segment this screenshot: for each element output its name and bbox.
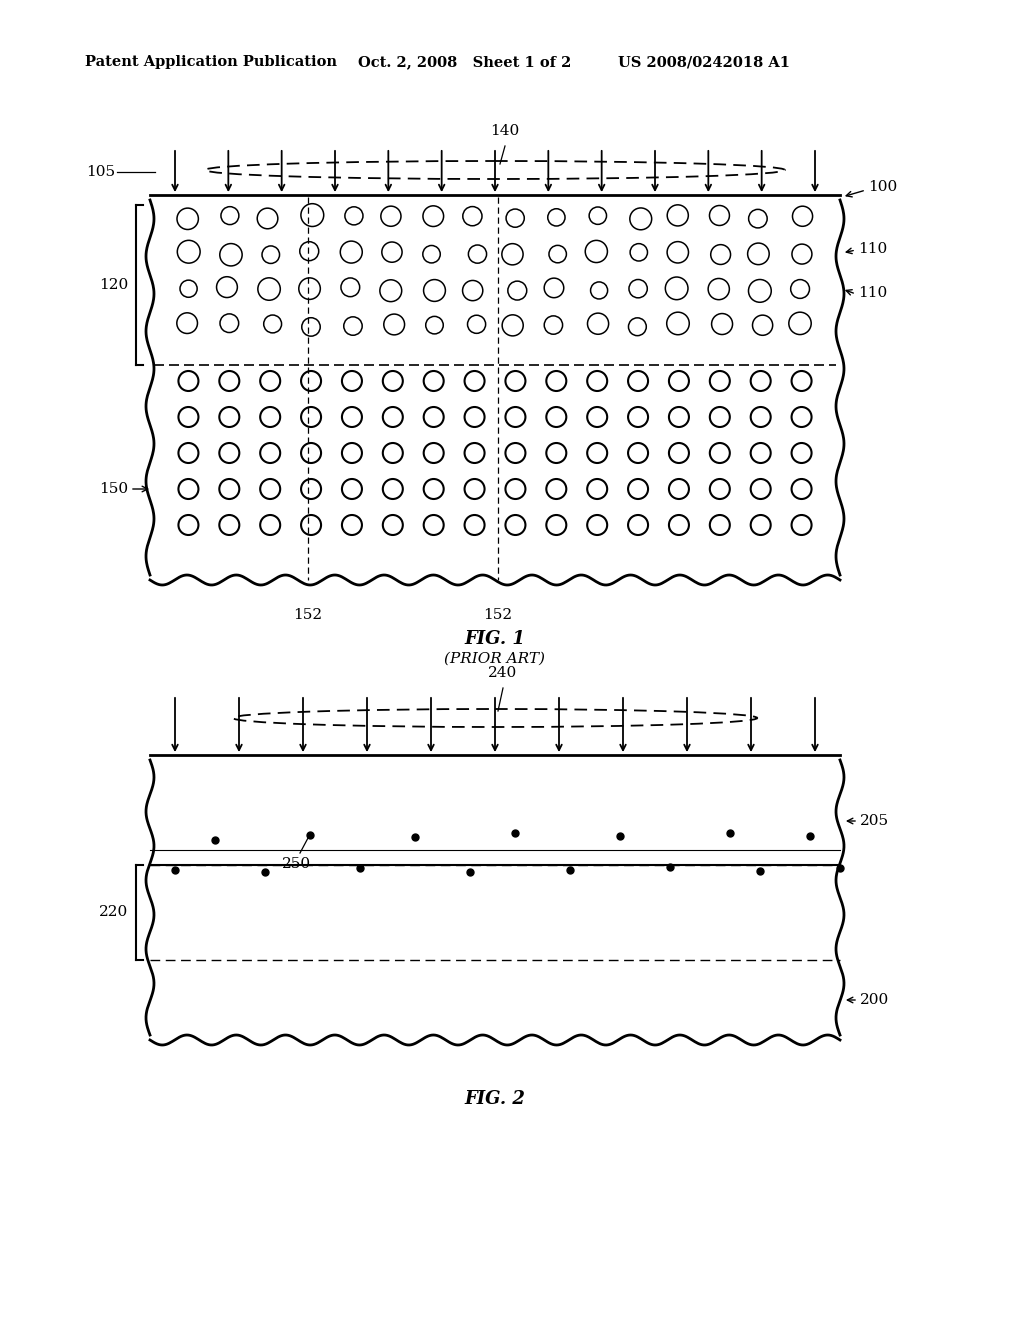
Text: FIG. 1: FIG. 1 <box>465 630 525 648</box>
Text: Oct. 2, 2008   Sheet 1 of 2: Oct. 2, 2008 Sheet 1 of 2 <box>358 55 571 69</box>
Text: US 2008/0242018 A1: US 2008/0242018 A1 <box>618 55 790 69</box>
Text: 110: 110 <box>858 286 887 300</box>
Text: 220: 220 <box>98 906 128 920</box>
Text: 100: 100 <box>868 180 897 194</box>
Text: 105: 105 <box>86 165 115 180</box>
Text: 240: 240 <box>488 667 517 680</box>
Text: (PRIOR ART): (PRIOR ART) <box>444 652 546 667</box>
Text: 205: 205 <box>860 814 889 828</box>
Text: 250: 250 <box>282 857 311 871</box>
Text: 120: 120 <box>98 279 128 292</box>
Text: 140: 140 <box>490 124 519 139</box>
Text: 110: 110 <box>858 242 887 256</box>
Text: 150: 150 <box>99 482 128 496</box>
Text: 152: 152 <box>483 609 513 622</box>
Text: 200: 200 <box>860 993 889 1007</box>
Text: Patent Application Publication: Patent Application Publication <box>85 55 337 69</box>
Text: FIG. 2: FIG. 2 <box>465 1090 525 1107</box>
Text: 152: 152 <box>294 609 323 622</box>
